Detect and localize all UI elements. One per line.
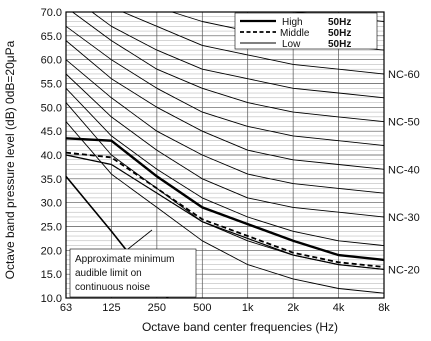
y-tick-label: 45.0: [41, 126, 62, 138]
series-line-high: [65, 137, 385, 262]
nc-curve-40: [65, 40, 385, 170]
y-axis-label: Octave band pressure level (dB) 0dB=20μP…: [3, 40, 17, 279]
plot-border: [65, 11, 385, 299]
y-tick-label: 25.0: [41, 222, 62, 234]
y-tick-label: 30.0: [41, 198, 62, 210]
nc-label-nc-20: NC-20: [388, 264, 420, 276]
x-tick-label: 500: [193, 302, 211, 314]
nc-curve-30: [65, 73, 385, 218]
y-tick-label: 50.0: [41, 102, 62, 114]
nc-curve-15: [65, 121, 385, 294]
series-line-middle: [65, 151, 385, 268]
legend-low-freq: 50Hz: [328, 39, 351, 50]
plot-frame: [65, 11, 385, 299]
x-tick-label: 63: [60, 302, 72, 314]
series-line-low: [65, 154, 385, 270]
nc-label-nc-50: NC-50: [388, 117, 420, 129]
y-tick-label: 70.0: [41, 7, 62, 19]
y-tick-label: 65.0: [41, 31, 62, 43]
x-tick-label: 8k: [378, 302, 390, 314]
y-tick-label: 10.0: [41, 293, 62, 305]
x-tick-label: 250: [148, 302, 166, 314]
nc-curve-45: [65, 25, 385, 146]
y-tick-label: 40.0: [41, 150, 62, 162]
annotation-box: [69, 248, 197, 298]
legend-middle-freq: 50Hz: [328, 28, 351, 39]
annotation-line-3: continuous noise: [75, 282, 150, 293]
y-tick-label: 60.0: [41, 55, 62, 67]
x-axis-label: Octave band center frequencies (Hz): [142, 320, 338, 334]
y-tick-label: 55.0: [41, 79, 62, 91]
annotation-line-2: audible limit on: [75, 268, 142, 279]
legend-high-label: High: [282, 17, 303, 28]
x-tick-label: 125: [102, 302, 120, 314]
nc-label-nc-30: NC-30: [388, 212, 420, 224]
nc-curve-55: [91, 11, 385, 99]
tick-labels: 10.0 15.0 20.0 25.0 30.0 35.0 40.0 45.0 50.0 55.0…: [41, 7, 391, 314]
nc-curve-60: [122, 11, 385, 75]
legend-low-label: Low: [282, 39, 301, 50]
series-lines: [65, 137, 385, 270]
legend: High 50Hz Middle 50Hz Low 50Hz: [234, 12, 378, 50]
y-tick-label: 20.0: [41, 245, 62, 257]
annotation-leader: [127, 229, 153, 250]
y-tick-label: 35.0: [41, 174, 62, 186]
legend-high-freq: 50Hz: [328, 17, 351, 28]
annotation-line-1: Approximate minimum: [75, 254, 174, 265]
x-tick-label: 2k: [287, 302, 299, 314]
nc-curve-50: [72, 11, 385, 123]
nc-label-nc-40: NC-40: [388, 164, 420, 176]
nc-curve-25: [65, 87, 385, 247]
x-tick-label: 4k: [333, 302, 345, 314]
nc-curve-20: [65, 102, 385, 270]
legend-middle-label: Middle: [280, 28, 310, 39]
nc-label-nc-60: NC-60: [388, 69, 420, 81]
audible-limit-annotation: Approximate minimum audible limit on con…: [69, 229, 197, 298]
y-tick-label: 15.0: [41, 269, 62, 281]
x-tick-label: 1k: [242, 302, 254, 314]
nc-curve-35: [65, 59, 385, 194]
